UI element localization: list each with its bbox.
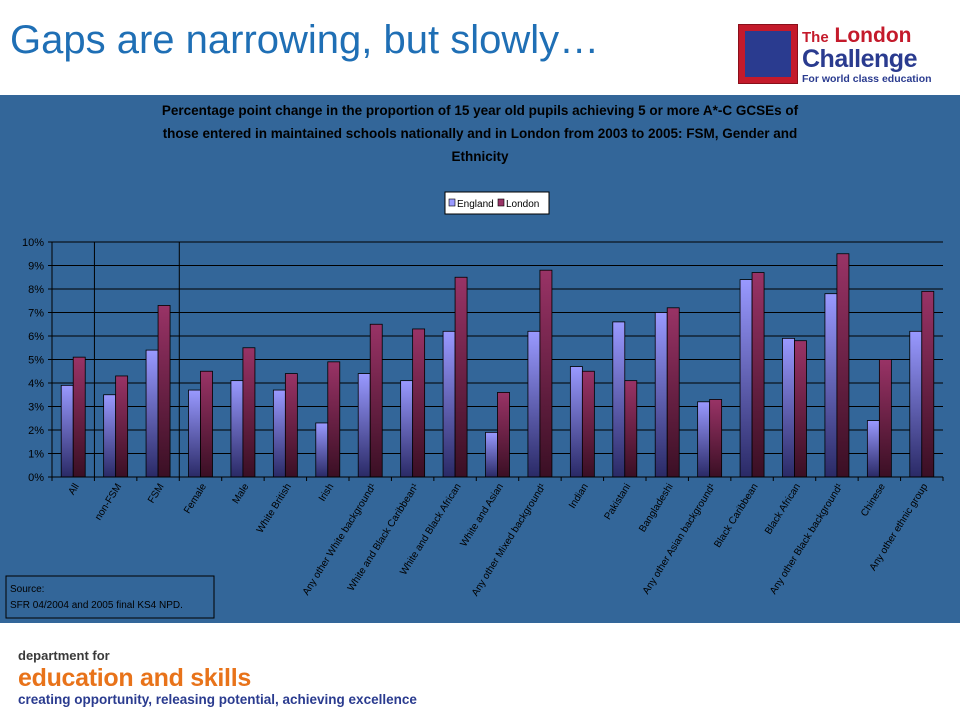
- bar-london: [836, 253, 850, 478]
- chart-panel: Percentage point change in the proportio…: [0, 95, 960, 623]
- bar-england: [145, 349, 159, 478]
- bar-london: [794, 340, 807, 478]
- london-challenge-logo: The London Challenge For world class edu…: [738, 24, 948, 86]
- y-tick-label: 2%: [28, 425, 44, 437]
- y-tick-label: 4%: [28, 378, 44, 390]
- bar-london: [878, 359, 892, 478]
- bar-england: [442, 330, 456, 478]
- legend-label: England: [457, 199, 494, 210]
- bar-england: [357, 373, 371, 478]
- source-box: [5, 575, 215, 619]
- x-tick-label: Female: [182, 481, 209, 515]
- x-tick-label: White and Asian: [458, 482, 506, 549]
- bar-england: [909, 330, 923, 478]
- bar-london: [497, 391, 510, 478]
- bar-london: [624, 380, 638, 478]
- y-tick-label: 10%: [22, 237, 44, 249]
- y-tick-label: 0%: [28, 472, 44, 484]
- bar-england: [315, 422, 329, 478]
- bar-london: [115, 375, 129, 478]
- bar-england: [782, 337, 795, 478]
- bar-london: [412, 328, 426, 478]
- footer-line-2: education and skills: [18, 664, 251, 692]
- y-tick-label: 1%: [28, 449, 44, 461]
- bar-england: [569, 366, 583, 478]
- chart-title-line: Percentage point change in the proportio…: [162, 103, 799, 118]
- chart-title-line: those entered in maintained schools nati…: [163, 126, 798, 141]
- slide-title: Gaps are narrowing, but slowly…: [10, 18, 600, 62]
- x-tick-label: Any other Asian background¹: [641, 481, 719, 596]
- x-tick-label: Black Caribbean: [712, 482, 760, 550]
- bar-england: [272, 389, 286, 478]
- x-tick-label: non-FSM: [93, 482, 124, 523]
- footer-line-1: department for: [18, 648, 110, 663]
- bar-england: [654, 312, 668, 478]
- legend-swatch: [497, 198, 505, 207]
- bar-london: [242, 347, 256, 478]
- bar-london: [454, 276, 468, 478]
- x-tick-label: Indian: [567, 482, 591, 511]
- legend-label: London: [506, 199, 539, 210]
- bar-london: [369, 323, 383, 478]
- bar-london: [751, 272, 765, 478]
- bar-london: [666, 307, 680, 478]
- y-tick-label: 9%: [28, 261, 44, 273]
- logo-challenge: Challenge: [802, 45, 917, 73]
- x-tick-label: Male: [231, 481, 252, 506]
- y-tick-label: 6%: [28, 331, 44, 343]
- bar-london: [157, 305, 171, 478]
- bar-london: [200, 370, 213, 478]
- logo-the: The: [802, 29, 829, 46]
- logo-line-1: The London: [802, 24, 911, 48]
- chart-title-line: Ethnicity: [451, 149, 508, 164]
- x-tick-label: All: [67, 482, 82, 497]
- y-tick-label: 5%: [28, 355, 44, 367]
- x-tick-label: Bangladeshi: [637, 482, 675, 535]
- bar-england: [866, 420, 880, 478]
- y-tick-label: 7%: [28, 308, 44, 320]
- bar-england: [824, 293, 838, 478]
- bar-chart: Percentage point change in the proportio…: [5, 103, 944, 619]
- y-tick-label: 8%: [28, 284, 44, 296]
- bar-london: [921, 290, 935, 478]
- bar-england: [697, 401, 711, 478]
- logo-london: London: [834, 24, 912, 47]
- x-tick-label: White and Black Caribbean¹: [346, 481, 422, 593]
- bar-england: [612, 321, 626, 478]
- logo-tagline: For world class education: [802, 73, 932, 85]
- bar-london: [284, 373, 298, 478]
- bar-england: [103, 394, 117, 478]
- bar-london: [72, 356, 86, 478]
- legend-swatch: [448, 198, 456, 207]
- bar-england: [527, 330, 541, 478]
- bar-england: [230, 380, 244, 478]
- x-tick-label: Chinese: [859, 481, 888, 518]
- bar-london: [709, 399, 723, 478]
- x-tick-label: Any other White background¹: [301, 481, 379, 597]
- y-tick-label: 3%: [28, 402, 44, 414]
- bar-london: [327, 361, 341, 478]
- x-tick-label: Black African: [763, 482, 803, 537]
- source-text: Source:: [10, 584, 44, 595]
- x-tick-label: Pakistani: [602, 482, 633, 522]
- legend-box: [444, 191, 550, 215]
- source-text: SFR 04/2004 and 2005 final KS4 NPD.: [10, 600, 183, 611]
- bar-england: [60, 384, 74, 478]
- x-tick-label: Any other Black background¹: [768, 481, 846, 596]
- bar-london: [581, 370, 595, 478]
- x-tick-label: White British: [255, 482, 294, 535]
- bar-england: [739, 279, 753, 478]
- dfes-logo: department for education and skills crea…: [18, 648, 417, 707]
- bar-england: [400, 380, 414, 478]
- bar-london: [539, 269, 553, 478]
- x-tick-label: Irish: [317, 482, 336, 504]
- x-tick-label: Any other Mixed background¹: [470, 481, 549, 598]
- footer-line-3: creating opportunity, releasing potentia…: [18, 692, 417, 707]
- x-tick-label: FSM: [146, 482, 167, 506]
- bar-england: [188, 389, 201, 478]
- london-map-icon: [738, 24, 798, 84]
- bar-england: [485, 431, 498, 478]
